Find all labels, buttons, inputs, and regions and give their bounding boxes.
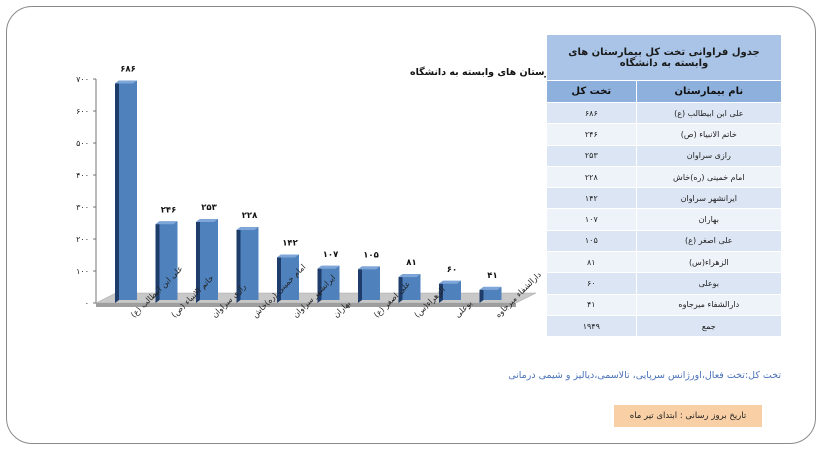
bar-side: [277, 254, 281, 303]
hospital-name-cell: دارالشفاء میرجاوه: [635, 293, 783, 316]
table-caption: جدول فراوانی تخت کل بیمارستان های وابسته…: [546, 34, 782, 81]
bar-side: [358, 266, 362, 303]
table-body: علی ابن ابیطالب (ع) ۶۸۶ خاتم الانبیاء (ص) ۲…: [546, 101, 783, 338]
bar-value-label: ۱۰۷: [323, 250, 339, 260]
bar: [200, 219, 218, 300]
bar-value-label: ۴۱: [487, 271, 497, 281]
floor-front: [96, 303, 516, 307]
bar-side: [398, 274, 403, 303]
bed-count-cell: ۶۸۶: [546, 101, 637, 125]
hospital-name-cell: الزهراء(س): [635, 251, 783, 274]
footnote: تخت کل:تخت فعال،اورژانس سرپایی، تالاسمی،…: [508, 370, 781, 381]
table-row: بهاران ۱۰۷: [546, 208, 783, 231]
bed-count-cell: ۱۴۲: [546, 187, 637, 210]
table-row: خاتم الانبیاء (ص) ۲۴۶: [546, 123, 783, 146]
y-tick-label: ۱۰۰: [76, 267, 89, 276]
hospital-name-cell: امام خمینی (ره)خاش: [635, 165, 783, 189]
bar-value-label: ۸۱: [406, 258, 416, 268]
bed-count-cell: ۱۹۴۹: [546, 314, 637, 338]
hospital-name-cell: علی ابن ابیطالب (ع): [635, 101, 783, 125]
bar: [362, 266, 380, 300]
bar: [281, 254, 299, 300]
bar-value-label: ۲۴۶: [161, 205, 177, 215]
bar-side: [155, 221, 160, 303]
bar-top: [398, 274, 421, 278]
bar-value-label: ۲۲۸: [242, 211, 258, 221]
bar: [159, 221, 178, 300]
bar-side: [479, 286, 484, 303]
y-tick-label: ۵۰۰: [76, 139, 89, 148]
table-row: ایرانشهر سراوان ۱۴۲: [546, 187, 783, 210]
table-row: امام خمینی (ره)خاش ۲۲۸: [546, 165, 783, 189]
table-row: بوعلی ۶۰: [546, 272, 783, 295]
bar-top: [196, 219, 218, 223]
bar: [443, 280, 461, 300]
bar: [321, 265, 340, 300]
bed-count-cell: ۱۰۵: [546, 229, 637, 253]
bar-side: [439, 280, 443, 303]
table-row: رازی سراوان ۲۵۳: [546, 144, 783, 167]
table-row: الزهراء(س) ۸۱: [546, 251, 783, 274]
table-row: علی ابن ابیطالب (ع) ۶۸۶: [546, 101, 783, 125]
hospital-name-cell: رازی سراوان: [635, 144, 783, 167]
hospital-table: جدول فراوانی تخت کل بیمارستان های وابسته…: [546, 34, 783, 338]
bar-side: [196, 219, 200, 303]
y-tick-label: ۰: [85, 299, 89, 308]
table-row: علی اصغر (ع) ۱۰۵: [546, 229, 783, 253]
y-tick-label: ۴۰۰: [76, 171, 89, 180]
update-date-note: تاریخ بروز رسانی : ابتدای تیر ماه: [614, 405, 762, 427]
y-tick-label: ۷۰۰: [76, 75, 89, 84]
bar: [402, 274, 421, 300]
hospital-name-cell: ایرانشهر سراوان: [635, 187, 783, 210]
bed-count-cell: ۲۵۳: [546, 144, 637, 167]
bar-top: [439, 280, 461, 284]
bar-top: [155, 221, 178, 225]
hospital-name-cell: جمع: [635, 314, 783, 338]
y-tick-label: ۶۰۰: [76, 107, 89, 116]
bed-count-cell: ۴۱: [546, 293, 637, 316]
hospital-name-cell: بهاران: [635, 208, 783, 231]
table-row: دارالشفاء میرجاوه ۴۱: [546, 293, 783, 316]
bar-value-label: ۱۴۲: [282, 239, 298, 249]
bar: [240, 227, 259, 300]
bed-count-cell: ۶۰: [546, 272, 637, 295]
table-row: جمع ۱۹۴۹: [546, 314, 783, 338]
bar-value-label: ۶۰: [447, 265, 457, 275]
y-axis: ۰ ۱۰۰ ۲۰۰ ۳۰۰ ۴۰۰ ۵۰۰ ۶۰۰ ۷۰۰: [76, 75, 97, 308]
bar-top: [479, 286, 502, 290]
bar-side: [115, 80, 119, 303]
bar-top: [115, 80, 137, 84]
bar-top: [236, 227, 259, 231]
bar-side: [236, 227, 241, 303]
bar-series: ۶۸۶ ۲۴۶ ۲۵۳ ۲۲۸ ۱۴۲ ۱۰۷ ۱۰۵ ۸۱ ۶۰ ۴۱: [115, 64, 502, 303]
y-tick-label: ۳۰۰: [76, 203, 89, 212]
y-tick-label: ۲۰۰: [76, 235, 89, 244]
bar-side: [317, 265, 322, 303]
hospital-name-cell: علی اصغر (ع): [635, 229, 783, 253]
bed-count-cell: ۲۲۸: [546, 165, 637, 189]
hospital-name-cell: بوعلی: [635, 272, 783, 295]
bed-count-cell: ۱۰۷: [546, 208, 637, 231]
bar-top: [277, 254, 299, 258]
bed-count-cell: ۸۱: [546, 251, 637, 274]
column-header-value: تخت کل: [546, 80, 637, 103]
bar-value-label: ۶۸۶: [120, 64, 136, 74]
bar-top: [358, 266, 380, 270]
bed-count-cell: ۲۴۶: [546, 123, 637, 146]
bar-value-label: ۲۵۳: [201, 203, 217, 213]
bar: [483, 286, 502, 300]
bar-value-label: ۱۰۵: [363, 250, 379, 260]
column-header-name: نام بیمارستان: [635, 80, 783, 103]
hospital-name-cell: خاتم الانبیاء (ص): [635, 123, 783, 146]
bar-top: [317, 265, 340, 269]
bar: [119, 80, 137, 300]
